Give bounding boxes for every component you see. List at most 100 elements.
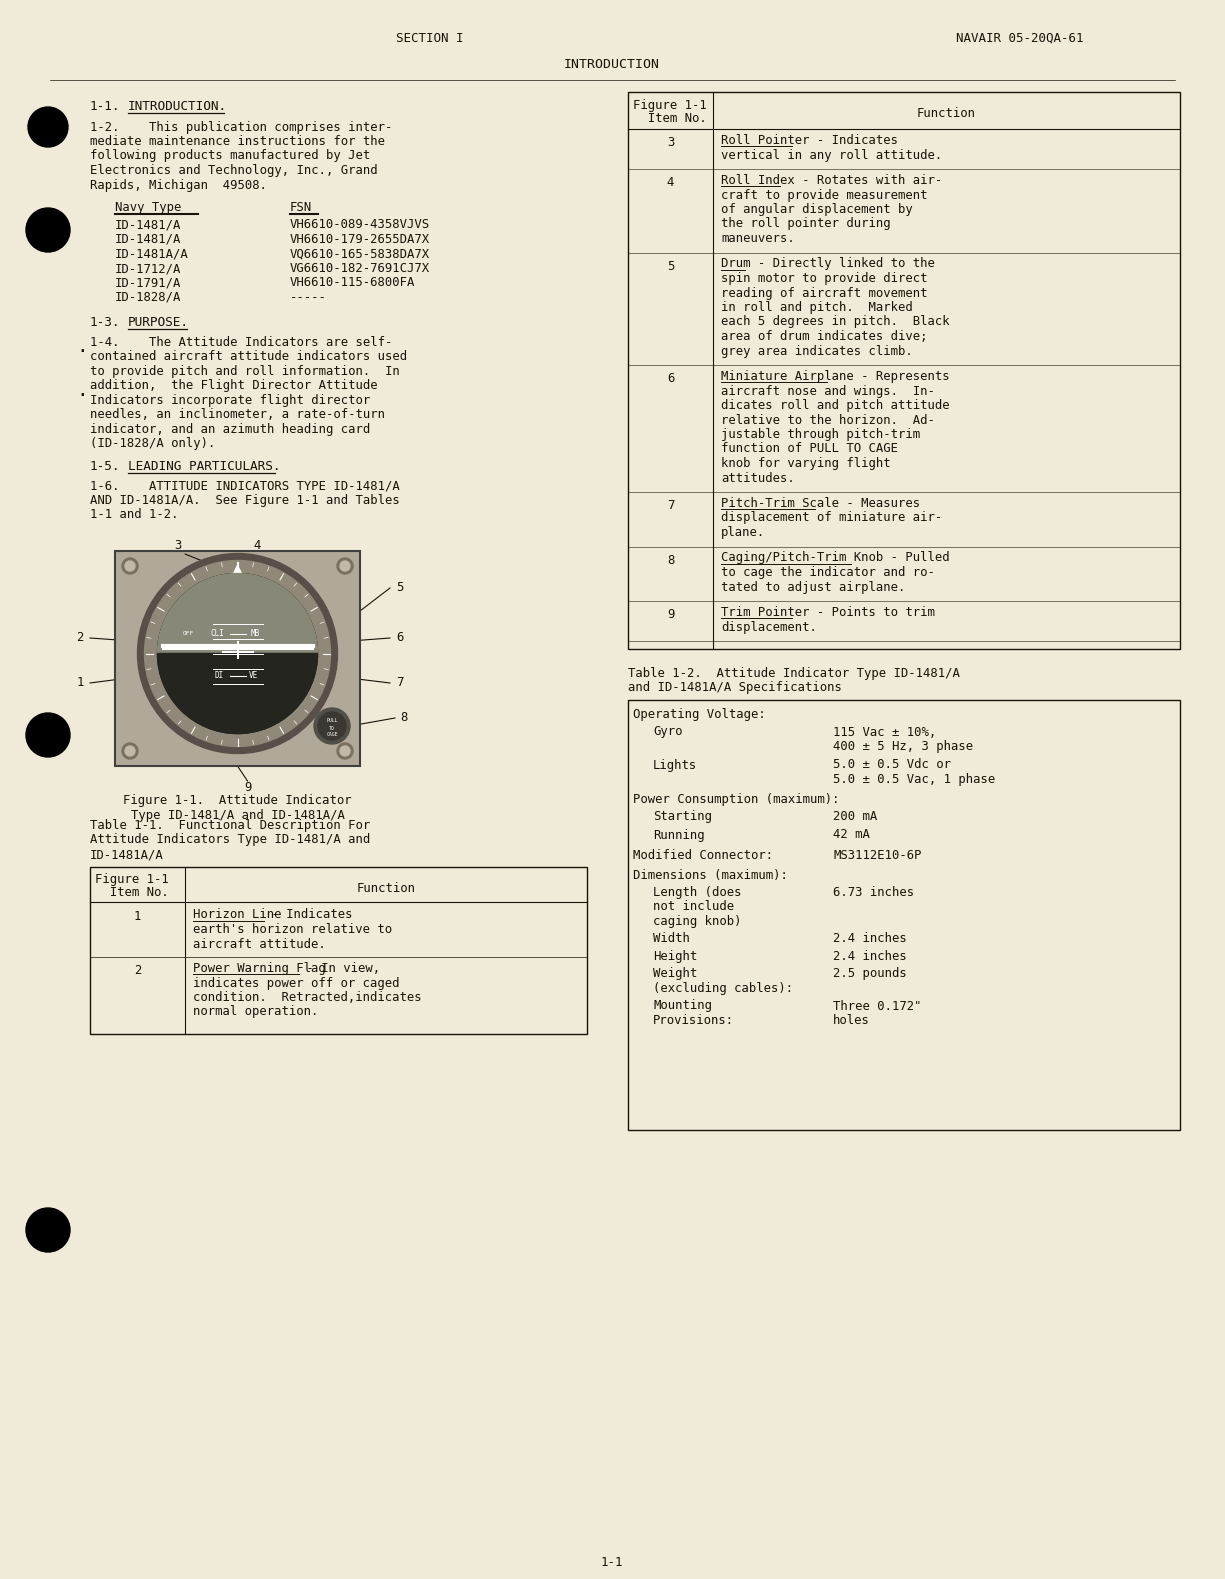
Text: holes: holes (833, 1014, 870, 1026)
Text: displacement of miniature air-: displacement of miniature air- (722, 512, 942, 524)
Text: Indicators incorporate flight director: Indicators incorporate flight director (89, 395, 370, 407)
Text: Navy Type: Navy Type (115, 201, 181, 215)
Text: TO: TO (330, 725, 334, 731)
Text: Three 0.172": Three 0.172" (833, 1000, 921, 1012)
Text: 1: 1 (134, 911, 141, 924)
Bar (89, 867, 587, 1034)
Text: 5.0 ± 0.5 Vac, 1 phase: 5.0 ± 0.5 Vac, 1 phase (833, 774, 995, 786)
Circle shape (145, 561, 331, 747)
Text: VH6610-089-4358VJVS: VH6610-089-4358VJVS (290, 218, 430, 232)
Text: Power Consumption (maximum):: Power Consumption (maximum): (633, 793, 839, 805)
Circle shape (28, 107, 69, 147)
Text: displacement.: displacement. (722, 621, 817, 633)
Text: plane.: plane. (722, 526, 766, 538)
Text: needles, an inclinometer, a rate-of-turn: needles, an inclinometer, a rate-of-turn (89, 409, 385, 422)
Text: Function: Function (918, 107, 976, 120)
Text: PULL: PULL (326, 718, 338, 723)
Text: 1-1: 1-1 (600, 1557, 624, 1570)
Text: ID-1481/A: ID-1481/A (115, 234, 181, 246)
Text: function of PULL TO CAGE: function of PULL TO CAGE (722, 442, 898, 455)
Circle shape (125, 745, 135, 756)
Circle shape (337, 557, 353, 575)
Text: INTRODUCTION.: INTRODUCTION. (127, 99, 227, 114)
Text: FSN: FSN (290, 201, 312, 215)
Text: SECTION I: SECTION I (396, 32, 464, 44)
Text: to cage the indicator and ro-: to cage the indicator and ro- (722, 565, 935, 579)
Text: Figure 1-1.  Attitude Indicator: Figure 1-1. Attitude Indicator (124, 794, 352, 807)
Text: Roll Pointer - Indicates: Roll Pointer - Indicates (722, 134, 898, 147)
Text: VQ6610-165-5838DA7X: VQ6610-165-5838DA7X (290, 248, 430, 261)
Text: 1-6.    ATTITUDE INDICATORS TYPE ID-1481/A: 1-6. ATTITUDE INDICATORS TYPE ID-1481/A (89, 480, 399, 493)
Text: indicator, and an azimuth heading card: indicator, and an azimuth heading card (89, 423, 370, 436)
Text: Weight: Weight (653, 968, 697, 981)
Text: Height: Height (653, 951, 697, 963)
Circle shape (122, 557, 138, 575)
Text: PURPOSE.: PURPOSE. (127, 316, 189, 328)
Text: Item No.: Item No. (633, 112, 707, 125)
Text: contained aircraft attitude indicators used: contained aircraft attitude indicators u… (89, 351, 407, 363)
Text: Figure 1-1: Figure 1-1 (633, 99, 707, 112)
Text: CLI: CLI (211, 628, 224, 638)
Text: in roll and pitch.  Marked: in roll and pitch. Marked (722, 302, 913, 314)
Text: 9: 9 (244, 782, 251, 794)
Text: INTRODUCTION: INTRODUCTION (564, 58, 660, 71)
Text: condition.  Retracted,indicates: condition. Retracted,indicates (194, 992, 421, 1004)
Text: ID-1828/A: ID-1828/A (115, 291, 181, 305)
Bar (628, 699, 1180, 1131)
Text: AND ID-1481A/A.  See Figure 1-1 and Tables: AND ID-1481A/A. See Figure 1-1 and Table… (89, 494, 399, 507)
Text: Type ID-1481/A and ID-1481A/A: Type ID-1481/A and ID-1481A/A (131, 808, 344, 821)
Text: .: . (76, 381, 88, 399)
Text: aircraft nose and wings.  In-: aircraft nose and wings. In- (722, 385, 935, 398)
Text: MB: MB (251, 628, 260, 638)
Text: to provide pitch and roll information.  In: to provide pitch and roll information. I… (89, 365, 399, 377)
Text: 2.4 inches: 2.4 inches (833, 933, 906, 946)
Text: indicates power off or caged: indicates power off or caged (194, 976, 399, 990)
Text: of angular displacement by: of angular displacement by (722, 204, 913, 216)
Text: 5: 5 (397, 581, 404, 594)
Text: - Indicates: - Indicates (263, 908, 353, 922)
Wedge shape (158, 654, 317, 734)
Text: VH6610-115-6800FA: VH6610-115-6800FA (290, 276, 415, 289)
Text: Dimensions (maximum):: Dimensions (maximum): (633, 868, 788, 881)
Text: Pitch-Trim Scale - Measures: Pitch-Trim Scale - Measures (722, 497, 920, 510)
Text: MS3112E10-6P: MS3112E10-6P (833, 850, 921, 862)
Text: Starting: Starting (653, 810, 712, 823)
Text: each 5 degrees in pitch.  Black: each 5 degrees in pitch. Black (722, 316, 949, 328)
Text: VH6610-179-2655DA7X: VH6610-179-2655DA7X (290, 234, 430, 246)
Text: 42 mA: 42 mA (833, 829, 870, 842)
Text: 2.4 inches: 2.4 inches (833, 951, 906, 963)
Text: Item No.: Item No. (96, 886, 169, 900)
Text: 115 Vac ± 10%,: 115 Vac ± 10%, (833, 725, 936, 739)
Text: Miniature Airplane - Represents: Miniature Airplane - Represents (722, 369, 949, 384)
Text: grey area indicates climb.: grey area indicates climb. (722, 344, 913, 357)
Text: 1: 1 (76, 676, 83, 688)
Text: Function: Function (356, 881, 415, 894)
Text: area of drum indicates dive;: area of drum indicates dive; (722, 330, 927, 343)
Text: 2.5 pounds: 2.5 pounds (833, 968, 906, 981)
Text: VG6610-182-7691CJ7X: VG6610-182-7691CJ7X (290, 262, 430, 275)
Text: 1-2.    This publication comprises inter-: 1-2. This publication comprises inter- (89, 120, 392, 134)
Text: 400 ± 5 Hz, 3 phase: 400 ± 5 Hz, 3 phase (833, 741, 973, 753)
Text: Drum - Directly linked to the: Drum - Directly linked to the (722, 257, 935, 270)
Text: OFF: OFF (183, 632, 194, 636)
Text: 6.73 inches: 6.73 inches (833, 886, 914, 898)
Text: 2: 2 (134, 965, 141, 977)
Text: Trim Pointer - Points to trim: Trim Pointer - Points to trim (722, 606, 935, 619)
Text: 8: 8 (666, 554, 674, 567)
Text: DI: DI (214, 671, 224, 681)
Text: Electronics and Technology, Inc., Grand: Electronics and Technology, Inc., Grand (89, 164, 377, 177)
Text: 1-3.: 1-3. (89, 316, 120, 328)
Text: addition,  the Flight Director Attitude: addition, the Flight Director Attitude (89, 379, 377, 393)
Polygon shape (230, 565, 245, 579)
Circle shape (26, 1208, 70, 1252)
Text: 9: 9 (666, 608, 674, 621)
Text: Figure 1-1: Figure 1-1 (96, 873, 169, 886)
Text: -----: ----- (290, 291, 327, 305)
Text: Length (does: Length (does (653, 886, 741, 898)
Circle shape (26, 208, 70, 253)
Text: 7: 7 (397, 676, 404, 688)
Text: 4: 4 (254, 538, 261, 553)
Text: earth's horizon relative to: earth's horizon relative to (194, 924, 392, 936)
Text: knob for varying flight: knob for varying flight (722, 456, 891, 471)
Circle shape (125, 561, 135, 572)
